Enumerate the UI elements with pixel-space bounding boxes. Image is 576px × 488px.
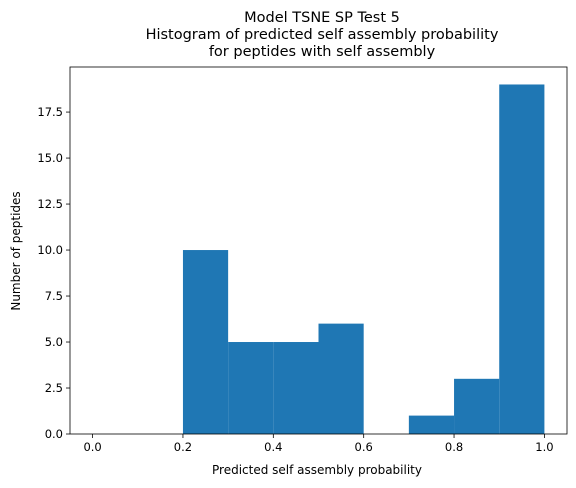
x-tick-label: 1.0 <box>535 440 553 454</box>
histogram-bar <box>318 323 364 434</box>
x-tick-label: 0.6 <box>355 440 373 454</box>
y-tick-label: 0.0 <box>45 427 63 441</box>
histogram-bar <box>499 84 545 434</box>
x-axis-ticks: 0.0 0.2 0.4 0.6 0.8 1.0 <box>83 434 554 454</box>
x-tick-label: 0.2 <box>174 440 192 454</box>
x-tick-label: 0.4 <box>264 440 282 454</box>
y-tick-label: 12.5 <box>37 197 63 211</box>
y-tick-label: 5.0 <box>45 335 63 349</box>
y-tick-label: 15.0 <box>37 151 63 165</box>
histogram-bar <box>454 378 500 434</box>
y-axis-ticks: 0.0 2.5 5.0 7.5 10.0 12.5 15.0 17.5 <box>37 105 70 441</box>
chart-title: Model TSNE SP Test 5 Histogram of predic… <box>146 10 499 60</box>
y-tick-label: 17.5 <box>37 105 63 119</box>
histogram-bar <box>228 342 274 434</box>
histogram-bar <box>273 342 319 434</box>
x-axis-label: Predicted self assembly probability <box>212 463 422 477</box>
y-tick-label: 2.5 <box>45 381 63 395</box>
title-line-2: Histogram of predicted self assembly pro… <box>146 27 499 43</box>
title-line-1: Model TSNE SP Test 5 <box>244 10 400 26</box>
plot-frame <box>69 66 568 435</box>
histogram-bar <box>408 415 455 434</box>
bars-group <box>182 84 545 434</box>
title-line-3: for peptides with self assembly <box>209 44 436 60</box>
y-axis-label: Number of peptides <box>9 191 23 310</box>
x-tick-label: 0.0 <box>83 440 101 454</box>
y-tick-label: 10.0 <box>37 243 63 257</box>
histogram-bar <box>182 250 229 434</box>
x-tick-label: 0.8 <box>445 440 463 454</box>
y-tick-label: 7.5 <box>45 289 63 303</box>
